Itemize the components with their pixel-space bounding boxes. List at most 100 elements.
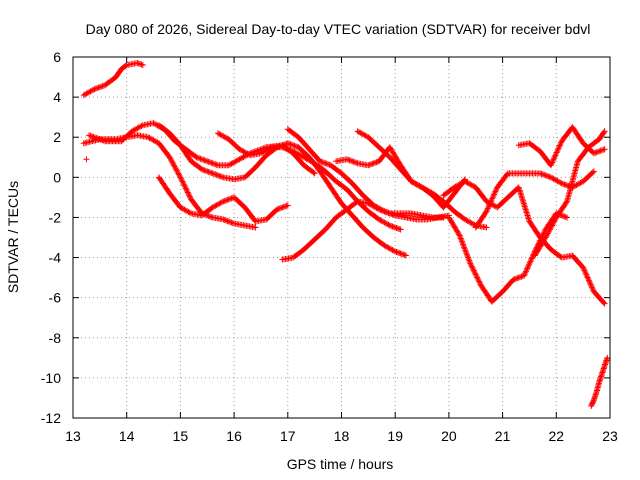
y-tick-label: -10: [41, 370, 61, 386]
x-tick-label: 14: [119, 428, 135, 444]
data-point: [214, 172, 221, 179]
data-point: [401, 252, 408, 259]
data-point: [587, 280, 594, 287]
data-point: [179, 178, 186, 185]
data-point: [95, 84, 102, 91]
data-point: [589, 285, 596, 292]
data-point: [138, 61, 145, 68]
data-point: [321, 159, 328, 166]
data-point: [549, 222, 556, 229]
data-point: [398, 251, 405, 258]
data-point: [396, 250, 403, 257]
data-point: [385, 209, 392, 216]
data-point: [469, 264, 476, 271]
data-point: [557, 141, 564, 148]
data-point: [556, 142, 563, 149]
data-point: [206, 213, 213, 220]
data-point: [83, 156, 90, 163]
data-point: [175, 170, 182, 177]
data-point: [284, 202, 291, 209]
x-tick-label: 13: [65, 428, 81, 444]
data-point: [311, 170, 318, 177]
data-point: [278, 204, 285, 211]
data-point: [176, 172, 183, 179]
data-point: [177, 174, 184, 181]
data-point: [466, 259, 473, 266]
x-axis-label: GPS time / hours: [287, 456, 394, 472]
data-point: [286, 146, 293, 153]
data-point: [486, 201, 493, 208]
data-point: [87, 132, 94, 139]
data-point: [393, 224, 400, 231]
data-point: [525, 262, 532, 269]
data-point: [489, 195, 496, 202]
data-point: [86, 132, 93, 139]
data-point: [98, 83, 105, 90]
y-tick-label: 0: [53, 169, 61, 185]
data-point: [600, 299, 607, 306]
data-point: [580, 264, 587, 271]
data-point: [581, 267, 588, 274]
data-point: [227, 218, 234, 225]
data-point: [205, 212, 212, 219]
data-point: [561, 213, 568, 220]
data-point: [99, 137, 106, 144]
data-point: [94, 135, 101, 142]
data-point: [393, 249, 400, 256]
data-point: [175, 171, 182, 178]
data-point: [169, 159, 176, 166]
data-point: [541, 171, 548, 178]
data-point: [551, 153, 558, 160]
data-point: [486, 202, 493, 209]
data-point: [205, 158, 212, 165]
data-point: [100, 82, 107, 89]
data-point: [350, 158, 357, 165]
data-point: [593, 149, 600, 156]
data-point: [210, 170, 217, 177]
data-point: [584, 274, 591, 281]
x-tick-label: 18: [334, 428, 350, 444]
data-point: [564, 214, 571, 221]
data-point: [528, 255, 535, 262]
data-point: [458, 236, 465, 243]
data-point: [183, 186, 190, 193]
x-tick-label: 19: [387, 428, 403, 444]
data-point: [288, 141, 295, 148]
data-point: [174, 168, 181, 175]
data-point: [550, 156, 557, 163]
data-point: [392, 224, 399, 231]
data-point: [186, 193, 193, 200]
data-point: [488, 197, 495, 204]
data-point: [550, 219, 557, 226]
data-point: [373, 159, 380, 166]
data-point: [219, 199, 226, 206]
data-point: [558, 180, 565, 187]
data-point: [539, 171, 546, 178]
data-point: [583, 271, 590, 278]
data-point: [521, 272, 528, 279]
data-point: [587, 281, 594, 288]
data-point: [491, 191, 498, 198]
data-point: [96, 136, 103, 143]
data-point: [92, 85, 99, 92]
data-point: [460, 242, 467, 249]
data-point: [461, 244, 468, 251]
data-point: [134, 60, 141, 67]
data-point: [477, 281, 484, 288]
data-point: [365, 162, 372, 169]
x-tick-label: 20: [441, 428, 457, 444]
data-point: [290, 142, 297, 149]
data-point: [138, 122, 145, 129]
data-point: [545, 229, 552, 236]
data-point: [372, 159, 379, 166]
y-axis-label: SDTVAR / TECUs: [5, 181, 21, 293]
data-point: [213, 171, 220, 178]
data-point: [171, 163, 178, 170]
data-point: [560, 212, 567, 219]
data-point: [476, 279, 483, 286]
data-point: [202, 167, 209, 174]
data-point: [198, 156, 205, 163]
data-point: [292, 143, 299, 150]
data-point: [213, 161, 220, 168]
grid: [73, 57, 610, 418]
